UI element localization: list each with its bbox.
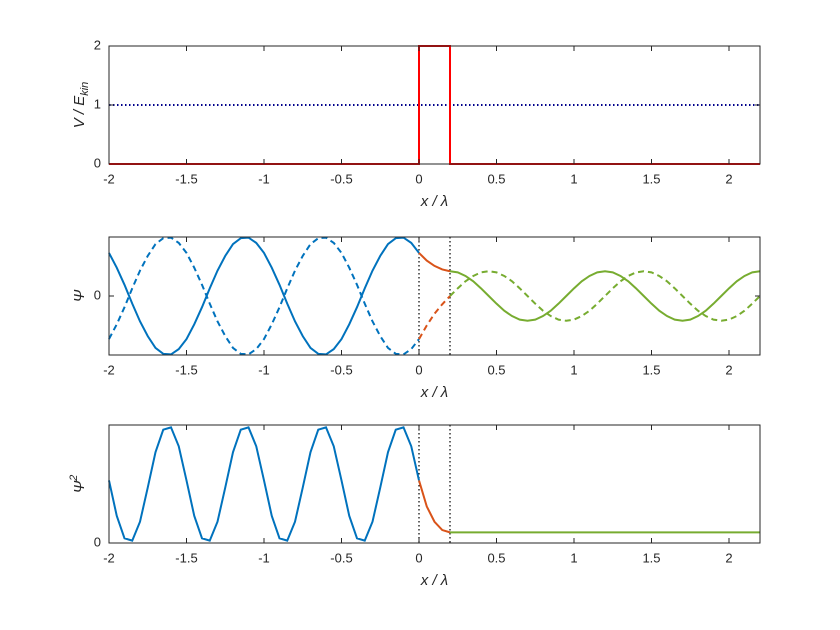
- label-script: kin: [79, 82, 91, 96]
- x-tick-label: 2: [725, 171, 732, 186]
- x-tick-label: 0.5: [487, 171, 505, 186]
- x-tick-label: 0: [415, 550, 422, 565]
- x-axis-label: x / λ: [420, 384, 448, 401]
- x-tick-label: 2: [725, 550, 732, 565]
- data-line: [449, 270, 761, 322]
- axes-background: [109, 237, 760, 355]
- x-tick-label: -2: [103, 362, 115, 377]
- data-line: [108, 236, 420, 356]
- y-axis-label: Ψ: [71, 289, 88, 302]
- data-line: [108, 236, 420, 356]
- label-text: Ψ: [71, 480, 88, 493]
- label-script: 2: [68, 475, 80, 482]
- x-tick-label: -0.5: [330, 171, 352, 186]
- label-text: Ψ: [71, 289, 88, 302]
- x-tick-label: 1.5: [642, 550, 660, 565]
- x-tick-label: 0.5: [487, 362, 505, 377]
- y-tick-label: 1: [94, 96, 101, 111]
- x-tick-label: -1.5: [175, 362, 197, 377]
- x-tick-label: 1.5: [642, 362, 660, 377]
- axes-background: [109, 425, 760, 543]
- y-tick-label: 0: [94, 534, 101, 549]
- y-axis-label: V / Ekin: [71, 82, 91, 129]
- x-tick-label: -1.5: [175, 550, 197, 565]
- x-tick-label: -1.5: [175, 171, 197, 186]
- data-line: [418, 480, 451, 534]
- data-line: [449, 270, 761, 322]
- x-tick-label: 1: [570, 550, 577, 565]
- x-tick-label: 1: [570, 362, 577, 377]
- data-line: [108, 426, 420, 542]
- y-tick-label: 0: [94, 287, 101, 302]
- x-tick-label: 1: [570, 171, 577, 186]
- label-text: V / E: [71, 95, 88, 129]
- x-tick-label: -0.5: [330, 550, 352, 565]
- x-tick-label: -1: [258, 171, 270, 186]
- x-tick-label: 1.5: [642, 171, 660, 186]
- x-tick-label: -1: [258, 362, 270, 377]
- y-tick-label: 0: [94, 155, 101, 170]
- x-axis-label: x / λ: [420, 193, 448, 210]
- x-tick-label: 0: [415, 171, 422, 186]
- x-tick-label: -2: [103, 550, 115, 565]
- data-line: [418, 295, 451, 340]
- y-axis-label: Ψ2: [68, 475, 88, 494]
- data-line: [418, 252, 451, 273]
- x-tick-label: 0: [415, 362, 422, 377]
- x-tick-label: -2: [103, 171, 115, 186]
- x-tick-label: -1: [258, 550, 270, 565]
- x-axis-label: x / λ: [420, 572, 448, 589]
- x-tick-label: 2: [725, 362, 732, 377]
- x-tick-label: -0.5: [330, 362, 352, 377]
- x-tick-label: 0.5: [487, 550, 505, 565]
- y-tick-label: 2: [94, 37, 101, 52]
- axes-box: [108, 424, 761, 544]
